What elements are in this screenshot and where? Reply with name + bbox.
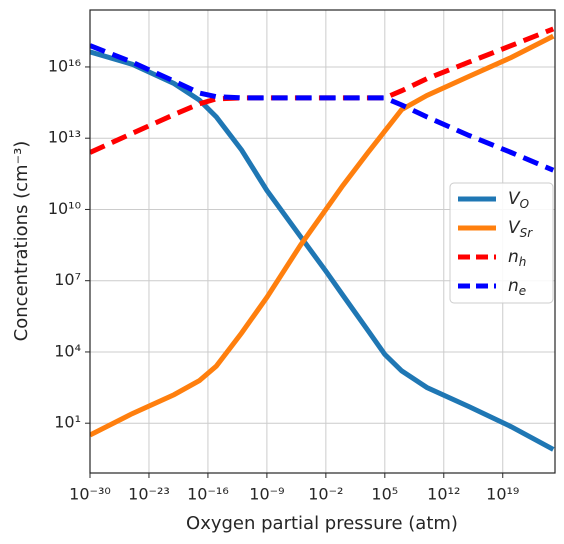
- y-tick-label: 10¹⁶: [48, 56, 81, 75]
- y-tick-label: 10¹: [54, 413, 81, 432]
- grid: [89, 10, 555, 473]
- legend-label: VSr: [508, 218, 533, 240]
- x-tick-label: 10⁻³⁰: [69, 485, 111, 504]
- x-tick-label: 10⁻²³: [128, 485, 170, 504]
- y-axis-label: Concentrations (cm⁻³): [11, 141, 32, 342]
- x-tick-label: 10⁻⁹: [249, 485, 284, 504]
- plot-frame: [89, 9, 556, 474]
- y-tick-label: 10¹⁰: [48, 199, 81, 218]
- x-axis-label: Oxygen partial pressure (atm): [186, 513, 458, 534]
- x-tick-label: 10¹²: [427, 485, 460, 504]
- line-series: [90, 49, 555, 452]
- x-tick-label: 10⁻¹⁶: [187, 485, 229, 504]
- x-tick-label: 10⁵: [371, 485, 398, 504]
- line-series: [90, 43, 555, 173]
- legend-label: ne: [508, 276, 526, 298]
- legend-box: [449, 182, 554, 304]
- y-tick-label: 10⁴: [54, 341, 81, 360]
- x-tick-label: 10⁻²: [308, 485, 343, 504]
- x-tick-label: 10¹⁹: [486, 485, 519, 504]
- y-tick-label: 10¹³: [48, 128, 81, 147]
- legend-label: VO: [508, 189, 529, 211]
- line-series: [90, 33, 555, 438]
- legend-label: nh: [508, 247, 526, 269]
- line-series: [90, 26, 555, 155]
- y-tick-label: 10⁷: [54, 270, 81, 289]
- legend: VO VSr nh ne: [449, 182, 554, 304]
